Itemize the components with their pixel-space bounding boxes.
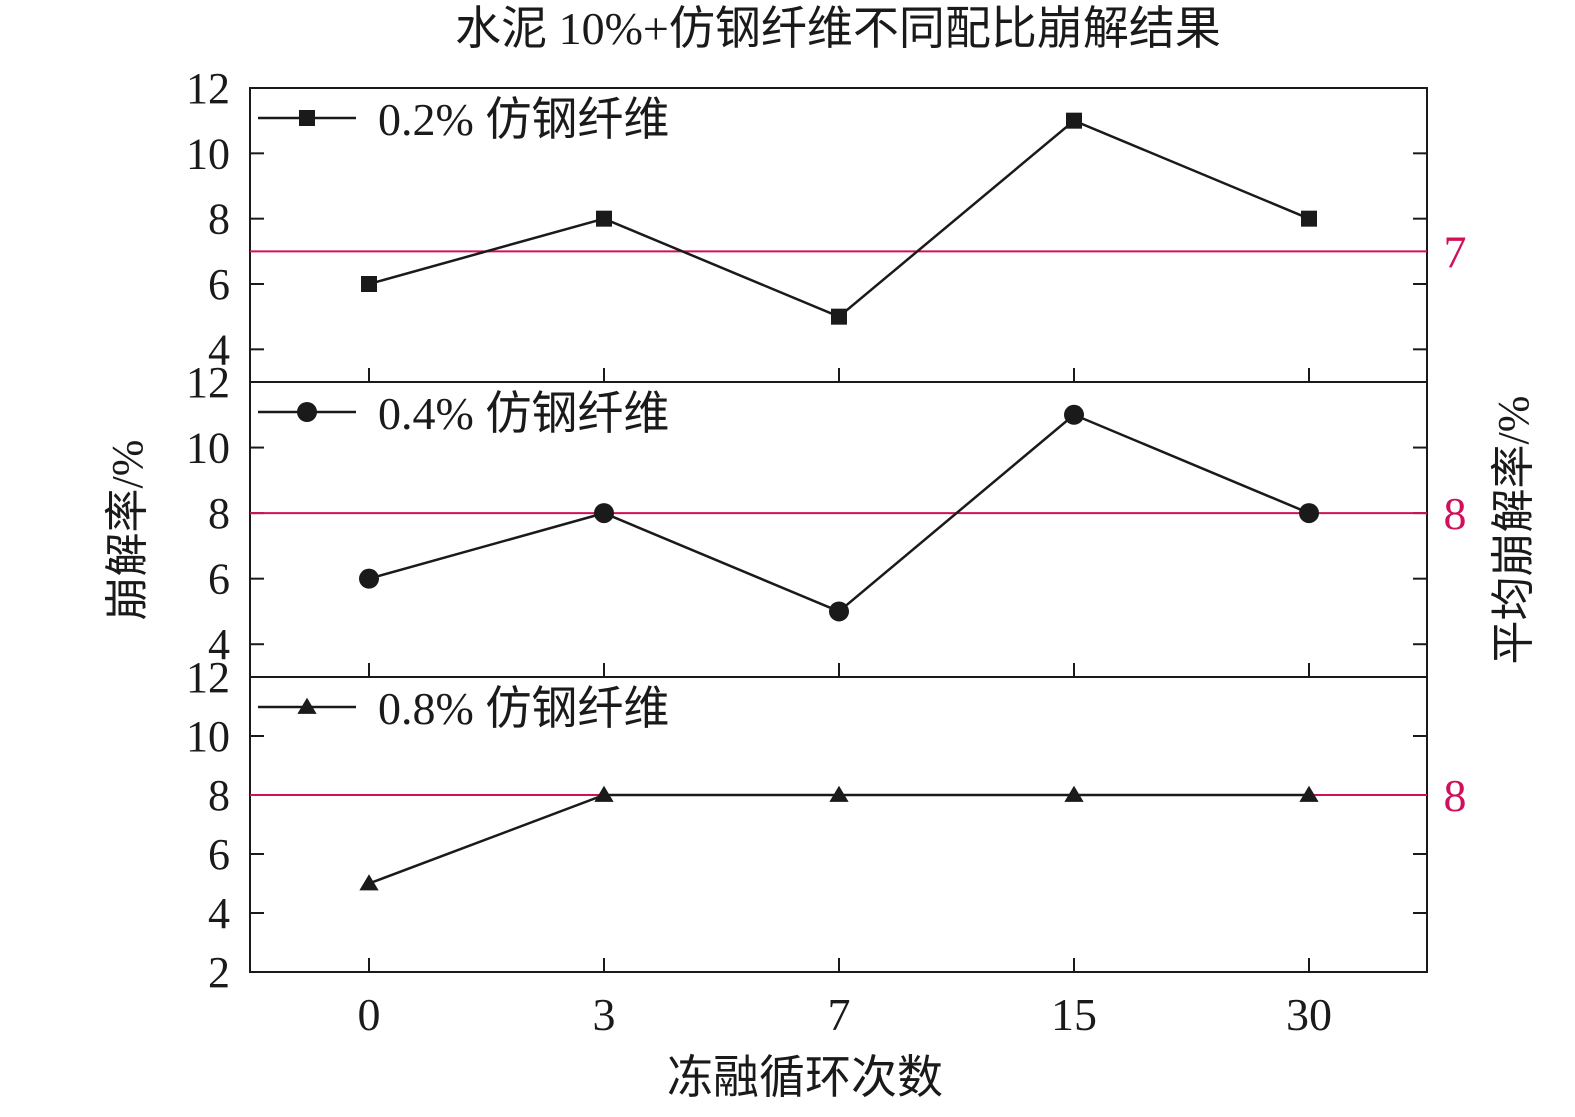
data-point (1301, 210, 1317, 227)
data-point (596, 210, 612, 227)
x-tick-label: 3 (593, 989, 616, 1040)
y-tick-label: 2 (208, 948, 230, 997)
data-point (1066, 112, 1082, 129)
data-point (831, 308, 847, 325)
x-tick-label: 0 (358, 989, 381, 1040)
y-tick-label: 4 (208, 620, 230, 669)
y-tick-label: 8 (208, 195, 230, 244)
data-point (1064, 404, 1084, 425)
y-tick-label: 12 (186, 64, 230, 113)
y-tick-label: 6 (208, 260, 230, 309)
legend-label: 0.4% 仿钢纤维 (378, 388, 669, 439)
data-point (594, 503, 614, 524)
y-tick-label: 10 (186, 424, 230, 473)
y-tick-label: 12 (186, 653, 230, 702)
legend-label: 0.8% 仿钢纤维 (378, 683, 669, 734)
y-axis-right-label: 平均崩解率/% (1489, 396, 1538, 665)
data-point (829, 785, 849, 802)
data-point (359, 568, 379, 589)
data-point (361, 276, 377, 292)
average-value-label: 7 (1444, 226, 1467, 277)
legend-label: 0.2% 仿钢纤维 (378, 94, 669, 145)
y-tick-label: 6 (208, 555, 230, 604)
data-point (1299, 785, 1319, 802)
average-value-label: 8 (1444, 488, 1467, 539)
panel-2: 4 6 8 10 12 8 0.4% 仿钢纤维 (186, 358, 1467, 678)
data-point (594, 785, 614, 802)
x-tick-label: 15 (1051, 989, 1097, 1040)
y-tick-label: 4 (208, 325, 230, 374)
y-tick-label: 6 (208, 830, 230, 879)
data-point (1299, 503, 1319, 524)
data-point (359, 874, 379, 891)
x-tick-label: 30 (1286, 989, 1332, 1040)
y-tick-label: 8 (208, 771, 230, 820)
y-tick-label: 12 (186, 358, 230, 407)
legend-marker (297, 402, 317, 422)
series-line (368, 119, 1310, 319)
y-tick-label: 10 (186, 712, 230, 761)
x-axis-label: 冻融循环次数 (667, 1052, 943, 1103)
panel-3: 2 4 6 8 10 12 8 0.8% 仿钢纤维 (186, 653, 1467, 997)
x-axis: 0 3 7 15 30 (358, 989, 1333, 1040)
y-tick-label: 4 (208, 889, 230, 938)
legend-marker (299, 110, 315, 126)
data-point (1064, 785, 1084, 802)
panel-1: 4 6 8 10 12 7 0.2% 仿钢纤维 (186, 64, 1467, 383)
series-line (368, 793, 1309, 885)
chart-title: 水泥 10%+仿钢纤维不同配比崩解结果 (455, 3, 1221, 54)
average-value-label: 8 (1444, 770, 1467, 821)
x-tick-label: 7 (828, 989, 851, 1040)
legend-marker (297, 697, 317, 714)
y-tick-label: 10 (186, 129, 230, 178)
y-tick-label: 8 (208, 489, 230, 538)
chart-panels: 4 6 8 10 12 7 0.2% 仿钢纤维 4 6 8 10 12 8 0.4% 仿钢纤维 2 4 6 8 10… (186, 64, 1467, 997)
y-axis-label: 崩解率/% (103, 440, 152, 621)
data-point (829, 601, 849, 622)
